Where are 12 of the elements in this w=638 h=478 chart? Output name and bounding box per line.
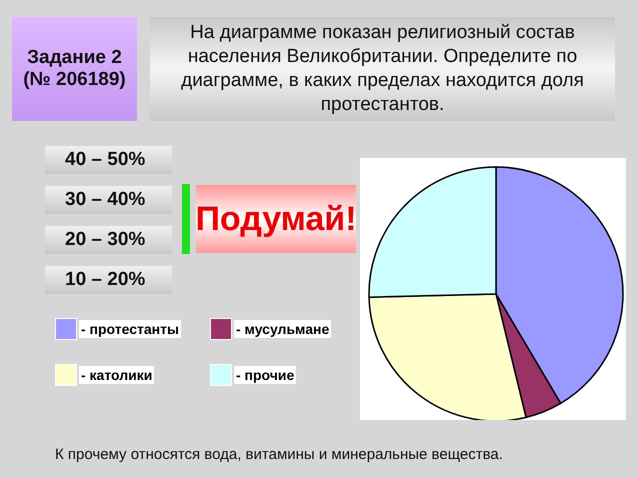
text: 30 – 40% bbox=[45, 186, 172, 214]
text: К прочему относятся вода, витамины и минеральные вещества. bbox=[55, 446, 503, 463]
text: 20 – 30% bbox=[45, 226, 172, 254]
text: 40 – 50% bbox=[45, 146, 172, 174]
legend-label: - протестанты bbox=[79, 320, 181, 338]
text: 10 – 20% bbox=[45, 266, 172, 294]
legend-label: - прочие bbox=[234, 366, 296, 384]
text: Задание 2 (№ 206189) bbox=[12, 17, 137, 121]
legend-label: - мусульмане bbox=[234, 320, 332, 338]
legend-label: - католики bbox=[79, 366, 154, 384]
chart-title: На диаграмме показан религиозный состав населения Великобритании. Определите по диаграмме, в каких пределах находится доля протестантов. bbox=[150, 17, 615, 121]
text: Подумай! bbox=[195, 185, 357, 253]
